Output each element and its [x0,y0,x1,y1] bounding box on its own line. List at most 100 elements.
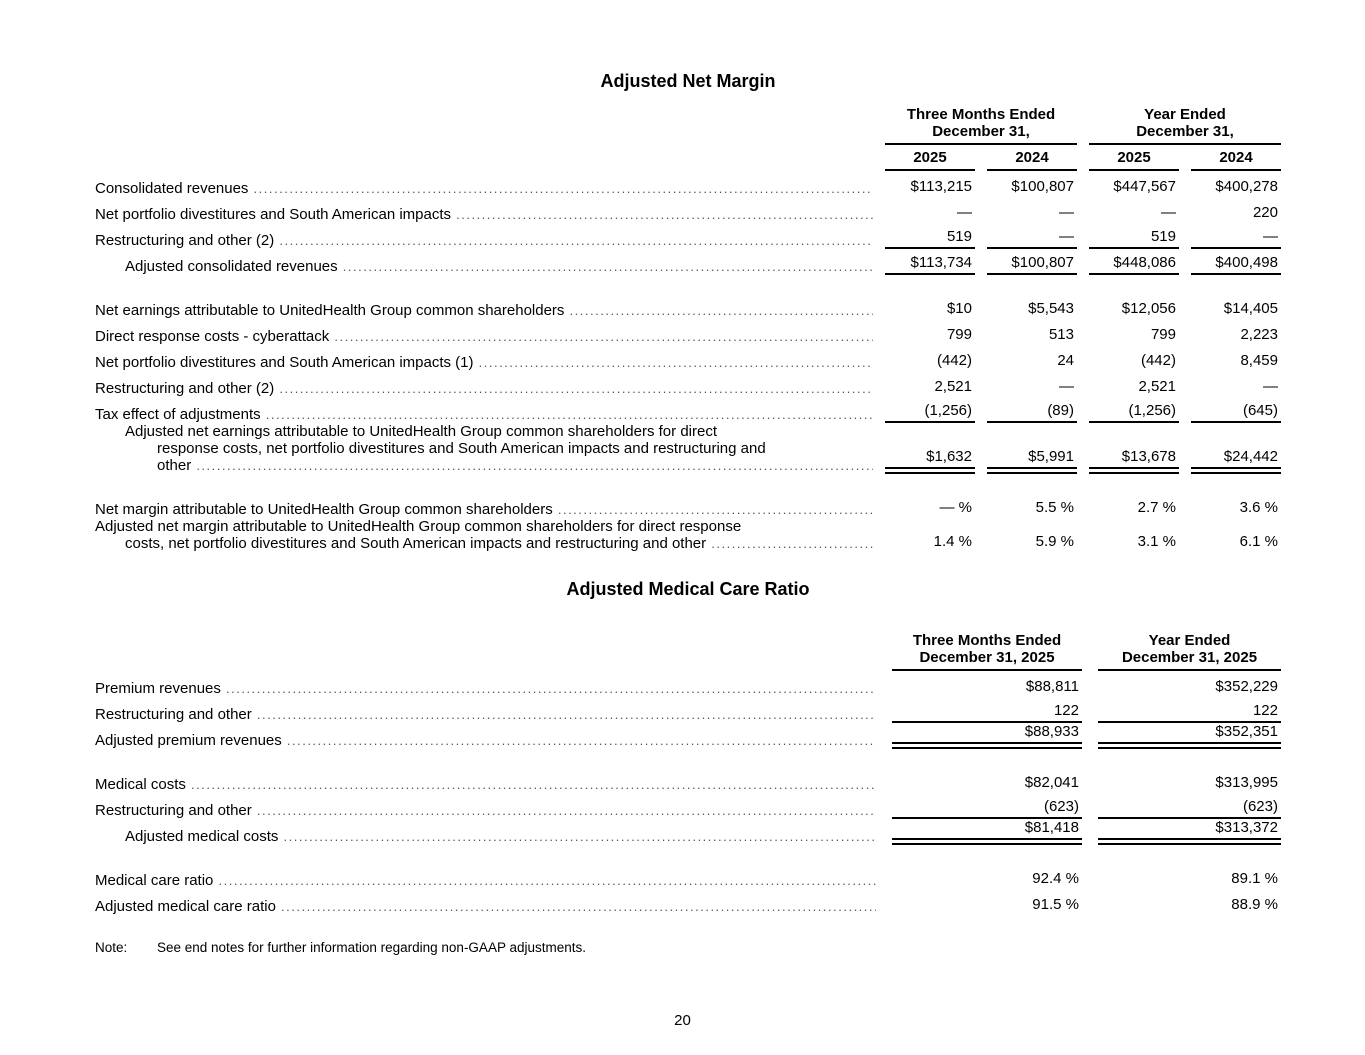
table-header-groups: Three Months Ended December 31, Year End… [95,106,1281,145]
column-header-line: Three Months Ended [912,632,1062,649]
table-row: Restructuring and other (2) 519 — 519 — [95,223,1281,249]
row-label: Restructuring and other [95,706,876,723]
row-label-text: Net portfolio divestitures and South Ame… [95,354,873,371]
row-label: Net portfolio divestitures and South Ame… [95,354,873,371]
footnote: Note: See end notes for further informat… [95,939,1281,956]
cell-value: (89) [987,402,1077,423]
cell-value: 91.5 % [1032,896,1079,913]
row-label-text: Restructuring and other (2) [95,232,873,249]
cell-value: (623) [892,798,1082,819]
table-header: Three Months Ended December 31, 2025 Yea… [95,632,1281,671]
column-group-line: Three Months Ended [906,106,1056,123]
cell-value: 799 [946,326,972,343]
cell-value: $113,215 [910,178,972,195]
row-label: Consolidated revenues [95,180,873,197]
row-label: Net earnings attributable to UnitedHealt… [95,302,873,319]
cell-value: (442) [1140,352,1176,369]
cell-value: 24 [1057,352,1074,369]
row-label-text: Adjusted net margin attributable to Unit… [95,518,742,535]
cell-value: $100,807 [987,254,1077,275]
row-label: Adjusted medical care ratio [95,898,876,915]
table-row: Net earnings attributable to UnitedHealt… [95,293,1281,319]
row-label: Restructuring and other [95,802,876,819]
column-header-line: December 31, 2025 [919,649,1055,666]
column-group-line: Year Ended [1144,106,1226,123]
cell-value: $81,418 [892,819,1082,845]
column-group-three-months: Three Months Ended December 31, [885,106,1077,145]
cell-value: (1,256) [1089,402,1179,423]
table-row: Restructuring and other 122 122 [95,697,1281,723]
row-label: Restructuring and other (2) [95,380,873,397]
cell-value: $448,086 [1089,254,1179,275]
table-row: Medical costs $82,041 $313,995 [95,767,1281,793]
column-header-three-months: Three Months Ended December 31, 2025 [892,632,1082,671]
row-label-text: Premium revenues [95,680,876,697]
row-label: Tax effect of adjustments [95,406,873,423]
table-row: Medical care ratio 92.4 % 89.1 % [95,863,1281,889]
row-label-text: Medical care ratio [95,872,876,889]
row-label-text: Restructuring and other [95,706,876,723]
table-row: Net portfolio divestitures and South Ame… [95,197,1281,223]
column-group-line: December 31, [1136,123,1234,140]
cell-value: 799 [1150,326,1176,343]
row-label: Net margin attributable to UnitedHealth … [95,501,873,518]
table-row: Net margin attributable to UnitedHealth … [95,492,1281,518]
cell-value: $100,807 [1011,178,1074,195]
row-label-text: response costs, net portfolio divestitur… [157,440,766,457]
cell-value: $313,995 [1215,774,1278,791]
table-row: Restructuring and other (623) (623) [95,793,1281,819]
cell-value: 513 [1048,326,1074,343]
row-label: Restructuring and other (2) [95,232,873,249]
cell-value: 122 [892,702,1082,723]
row-label-text: Net portfolio divestitures and South Ame… [95,206,873,223]
cell-value: $400,498 [1191,254,1281,275]
table-row: Restructuring and other (2) 2,521 — 2,52… [95,371,1281,397]
table-row: Premium revenues $88,811 $352,229 [95,671,1281,697]
cell-value: $5,991 [987,448,1077,474]
row-label: Premium revenues [95,680,876,697]
column-header-line: Year Ended [1148,632,1231,649]
cell-value: $352,229 [1215,678,1278,695]
table-row: Adjusted medical care ratio 91.5 % 88.9 … [95,889,1281,915]
row-label-text: Adjusted medical costs [95,828,876,845]
cell-value: 6.1 % [1239,533,1278,550]
section-spacer [95,845,1281,863]
cell-value: — [987,228,1077,249]
cell-value: 3.6 % [1239,499,1278,516]
column-group-year-ended: Year Ended December 31, [1089,106,1281,145]
row-label: Adjusted consolidated revenues [95,258,873,275]
footnote-label: Note: [95,940,128,955]
table-row: Direct response costs - cyberattack 799 … [95,319,1281,345]
cell-value: $12,056 [1121,300,1176,317]
row-label: Adjusted net margin attributable to Unit… [95,518,873,552]
cell-value: 3.1 % [1137,533,1176,550]
row-label-text: Net margin attributable to UnitedHealth … [95,501,873,518]
column-group-line: December 31, [932,123,1030,140]
row-label: Net portfolio divestitures and South Ame… [95,206,873,223]
row-label: Medical costs [95,776,876,793]
cell-value: $13,678 [1089,448,1179,474]
row-label-text: Direct response costs - cyberattack [95,328,873,345]
row-label-text: Adjusted premium revenues [95,732,876,749]
cell-value: (442) [936,352,972,369]
table-row-total: Adjusted net earnings attributable to Un… [95,423,1281,474]
cell-value: $400,278 [1215,178,1278,195]
table-row-total: Adjusted medical costs $81,418 $313,372 [95,819,1281,845]
cell-value: 88.9 % [1231,896,1278,913]
cell-value: — [1191,228,1281,249]
cell-value: $113,734 [885,254,975,275]
page-number: 20 [674,1012,691,1029]
cell-value: $88,933 [892,723,1082,749]
row-label-text: Consolidated revenues [95,180,873,197]
cell-value: — [1161,204,1176,221]
cell-value: — % [939,499,972,516]
cell-value: $14,405 [1223,300,1278,317]
cell-value: $313,372 [1098,819,1281,845]
row-label: Direct response costs - cyberattack [95,328,873,345]
cell-value: 519 [885,228,975,249]
cell-value: — [1059,204,1074,221]
row-label-text: Adjusted consolidated revenues [95,258,873,275]
table-row: Tax effect of adjustments (1,256) (89) (… [95,397,1281,423]
cell-value: 89.1 % [1231,870,1278,887]
